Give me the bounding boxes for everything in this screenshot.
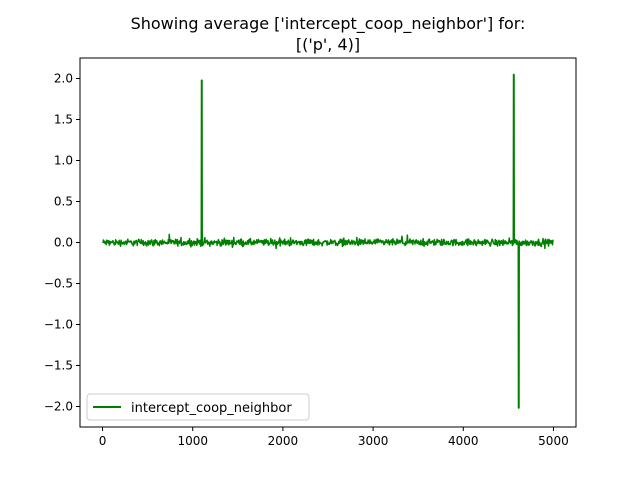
plot-frame [79,57,577,428]
y-tick-label: 2.0 [54,72,73,86]
x-tick-label: 5000 [538,434,569,448]
y-tick-label: −2.0 [44,400,73,414]
legend-label: intercept_coop_neighbor [131,401,292,416]
series-layer [102,73,554,409]
x-tick-label: 0 [99,434,107,448]
legend-box [86,393,310,421]
x-tick-label: 4000 [448,434,479,448]
y-tick-label: 0.0 [54,236,73,250]
legend: intercept_coop_neighbor [86,393,310,421]
series-line-intercept-coop-neighbor [102,73,554,409]
x-tick-label: 1000 [177,434,208,448]
y-tick-label: 0.5 [54,195,73,209]
y-tick-label: 1.0 [54,154,73,168]
y-tick-label: −0.5 [44,277,73,291]
chart-title-line-2: [('p', 4)] [296,35,360,54]
x-tick-label: 3000 [358,434,389,448]
y-tick-label: −1.5 [44,359,73,373]
chart-title-line-1: Showing average ['intercept_coop_neighbo… [131,14,526,34]
y-tick-label: −1.0 [44,318,73,332]
y-tick-label: 1.5 [54,113,73,127]
x-tick-label: 2000 [268,434,299,448]
axes-layer: 0 1000 2000 3000 4000 5000 2.0 1.5 1.0 0.5 0.0 −0.5… [44,72,569,449]
